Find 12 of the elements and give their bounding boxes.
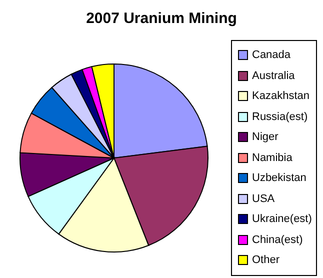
legend-label: Canada (252, 49, 291, 62)
legend-label: Namibia (252, 152, 292, 164)
legend-label: Ukraine(est) (252, 213, 312, 226)
legend-label: Uzbekistan (252, 172, 306, 184)
legend-label: Australia (252, 70, 295, 82)
legend-label: Kazakhstan (252, 90, 310, 102)
legend-label: Russia(est) (252, 110, 308, 123)
legend-label: USA (252, 192, 275, 205)
legend-label: Niger (252, 131, 278, 144)
legend-label: Other (252, 254, 280, 266)
chart-title: 2007 Uranium Mining (85, 10, 238, 27)
legend-label: China(est) (252, 234, 303, 246)
